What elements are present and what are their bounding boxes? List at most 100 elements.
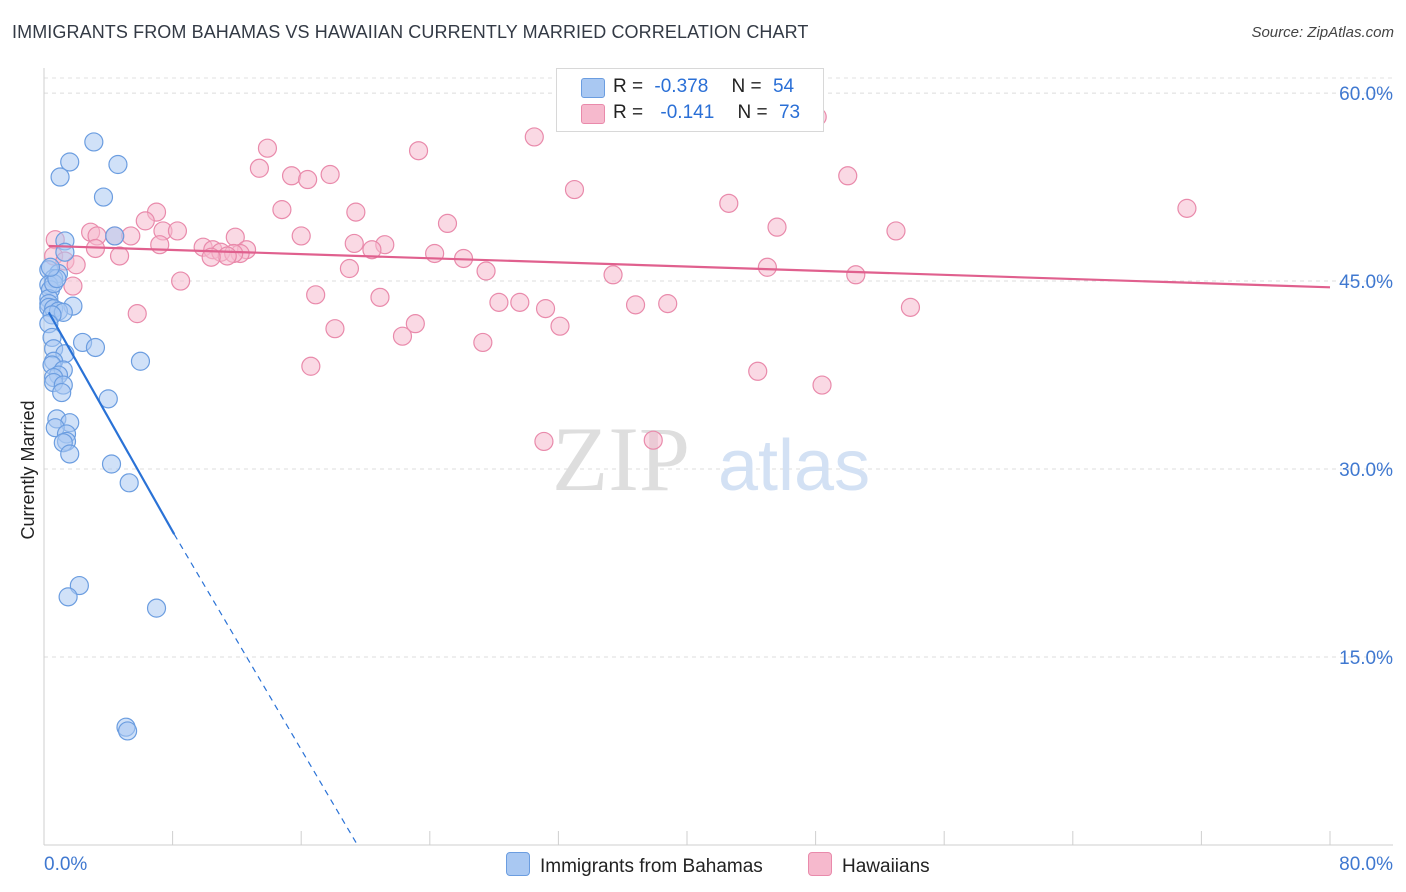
- hawaiians-point: [362, 240, 382, 260]
- bottom-legend-label-blue: Immigrants from Bahamas: [540, 856, 763, 877]
- bahamas-point: [108, 154, 128, 175]
- bahamas-point: [60, 152, 80, 172]
- bahamas-point: [98, 389, 118, 409]
- hawaiians-point: [643, 430, 663, 450]
- hawaiians-point: [524, 127, 544, 147]
- hawaiians-point: [63, 276, 83, 296]
- hawaiians-point: [812, 375, 832, 395]
- hawaiians-point: [510, 292, 530, 312]
- bahamas-point: [40, 257, 61, 277]
- legend-swatch-blue: [581, 78, 605, 98]
- legend-swatch-pink: [581, 104, 605, 124]
- hawaiians-point: [201, 247, 221, 267]
- hawaiians-point: [109, 246, 130, 266]
- bahamas-trend-extension: [173, 533, 358, 846]
- y-tick-label: 15.0%: [1339, 648, 1393, 669]
- legend-r-value-pink: -0.141: [660, 102, 715, 123]
- hawaiians-point: [298, 169, 318, 190]
- legend-r-label: R =: [613, 102, 644, 123]
- bahamas-point: [117, 721, 138, 741]
- hawaiians-point: [346, 202, 366, 222]
- hawaiians-point: [217, 246, 237, 266]
- hawaiians-point: [135, 211, 155, 231]
- bahamas-point: [60, 444, 80, 464]
- hawaiians-point: [291, 226, 311, 246]
- hawaiians-point: [550, 316, 570, 336]
- hawaiians-point: [301, 356, 321, 376]
- bahamas-point: [105, 226, 125, 246]
- hawaiians-point: [306, 285, 326, 305]
- bahamas-point: [55, 242, 75, 262]
- legend-n-label: N =: [731, 76, 762, 97]
- watermark: ZIP atlas: [552, 408, 870, 510]
- hawaiians-point: [370, 287, 390, 307]
- bottom-legend-swatch-blue: [506, 852, 530, 876]
- hawaiians-point: [658, 294, 678, 314]
- hawaiians-point: [344, 233, 364, 254]
- hawaiians-point: [489, 292, 509, 312]
- stats-legend: R = -0.378 N = 54 R = -0.141 N = 73: [556, 68, 824, 132]
- hawaiians-point: [564, 179, 585, 200]
- hawaiians-point: [171, 271, 191, 291]
- hawaiians-point: [886, 221, 906, 241]
- bahamas-point: [93, 187, 114, 207]
- hawaiians-point: [603, 265, 623, 285]
- y-axis-label: Currently Married: [18, 400, 38, 539]
- bottom-legend-swatch-pink: [808, 852, 832, 876]
- bottom-legend-label-pink: Hawaiians: [842, 856, 930, 877]
- hawaiians-point: [473, 332, 493, 353]
- hawaiians-point: [625, 295, 646, 315]
- hawaiians-point: [272, 200, 292, 220]
- hawaiians-point: [1177, 198, 1197, 218]
- hawaiians-point: [392, 326, 413, 346]
- hawaiians-point: [281, 166, 302, 186]
- gridlines: [44, 77, 1393, 658]
- hawaiians-point: [150, 235, 170, 255]
- bahamas-points: [39, 132, 167, 741]
- bahamas-trend-line: [47, 311, 176, 535]
- hawaiians-point: [408, 141, 429, 161]
- legend-r-label: R =: [613, 76, 644, 97]
- hawaiians-point: [320, 164, 340, 185]
- chart-title: IMMIGRANTS FROM BAHAMAS VS HAWAIIAN CURR…: [12, 22, 809, 42]
- hawaiians-point: [437, 213, 458, 233]
- legend-n-value-pink: 73: [778, 102, 801, 123]
- bahamas-point: [84, 132, 104, 152]
- hawaiians-point: [127, 304, 147, 324]
- hawaiians-point: [534, 431, 554, 452]
- hawaiians-point: [249, 158, 270, 178]
- bahamas-point: [50, 167, 70, 187]
- hawaiians-point: [257, 138, 278, 158]
- trend-lines: [47, 244, 1331, 846]
- axes: [43, 68, 1393, 846]
- hawaiians-point: [757, 257, 777, 277]
- bahamas-point: [146, 598, 167, 618]
- hawaiians-point: [339, 258, 360, 279]
- bahamas-point: [58, 587, 78, 607]
- hawaiians-points: [44, 107, 1197, 452]
- hawaiians-point: [121, 226, 141, 246]
- x-ticks: [43, 831, 1331, 845]
- hawaiians-point: [846, 265, 866, 285]
- hawaiians-point: [66, 255, 86, 275]
- hawaiians-point: [325, 319, 345, 339]
- legend-r-value-blue: -0.378: [654, 76, 709, 97]
- y-tick-labels: 15.0% 30.0% 45.0% 60.0%: [1339, 84, 1393, 669]
- bahamas-point: [52, 382, 72, 403]
- hawaiians-point: [719, 193, 739, 213]
- bottom-legend-hawaiians: Hawaiians: [808, 852, 930, 878]
- source-label: Source: ZipAtlas.com: [1251, 24, 1394, 41]
- bahamas-point: [101, 454, 122, 474]
- hawaiians-point: [405, 314, 425, 334]
- bahamas-point: [119, 473, 139, 493]
- bahamas-point: [85, 337, 106, 358]
- hawaiians-point: [767, 217, 787, 237]
- bottom-legend-bahamas: Immigrants from Bahamas: [506, 852, 763, 878]
- legend-n-label: N =: [737, 102, 768, 123]
- hawaiians-point: [167, 221, 188, 241]
- x-tick-label-min: 0.0%: [44, 854, 87, 875]
- hawaiians-point: [535, 299, 556, 319]
- hawaiians-point: [476, 261, 496, 281]
- bahamas-point: [130, 351, 151, 371]
